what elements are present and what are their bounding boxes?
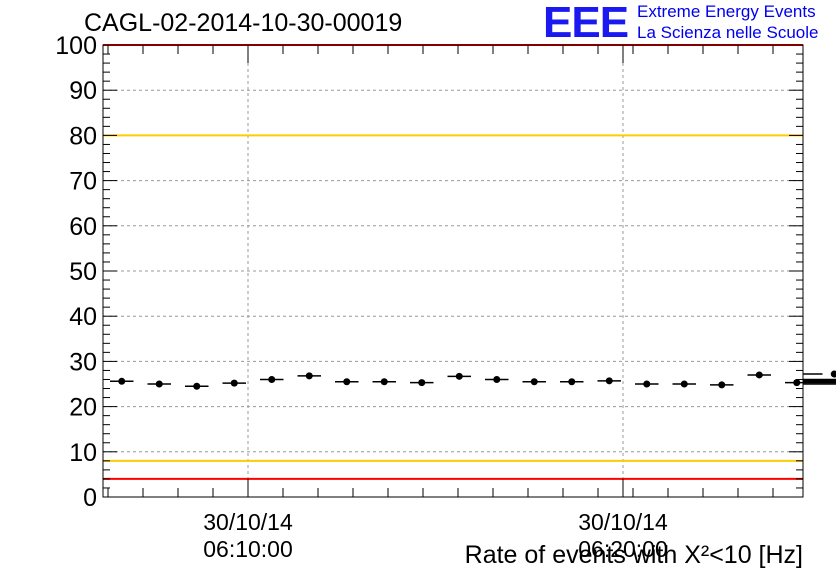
data-point	[830, 370, 836, 378]
data-point	[755, 371, 763, 379]
logo-line-1: Extreme Energy Events	[637, 2, 816, 21]
x-tick-label-time: 06:10:00	[203, 536, 293, 562]
y-tick-label: 30	[69, 348, 97, 376]
y-tick-label: 0	[83, 484, 97, 512]
y-tick-label: 90	[69, 77, 97, 105]
reference-lines	[103, 44, 803, 480]
y-tick-label: 10	[69, 439, 97, 467]
data-point	[568, 378, 576, 386]
data-point	[493, 375, 501, 383]
y-tick-label: 60	[69, 213, 97, 241]
y-tick-label: 50	[69, 258, 97, 286]
data-point	[193, 382, 201, 390]
data-point	[793, 379, 801, 387]
data-point	[605, 377, 613, 385]
data-point	[418, 379, 426, 387]
x-tick-label-date: 30/10/14	[203, 509, 293, 535]
axis-ticks	[103, 44, 803, 498]
grid-lines	[103, 45, 803, 497]
eee-logo: EEE	[543, 0, 629, 47]
x-tick-label-time: 06:20:00	[578, 536, 668, 562]
chart-title: CAGL-02-2014-10-30-00019	[84, 9, 403, 37]
x-axis-label: Rate of events with X²<10 [Hz]	[465, 541, 803, 569]
data-point	[230, 379, 238, 387]
data-series	[110, 370, 836, 390]
data-point	[718, 381, 726, 389]
data-point	[643, 380, 651, 388]
logo-line-2: La Scienza nelle Scuole	[637, 23, 819, 42]
y-tick-label: 70	[69, 168, 97, 196]
data-point	[305, 372, 313, 380]
data-point	[343, 378, 351, 386]
data-point	[268, 375, 276, 383]
data-point	[380, 378, 388, 386]
data-point	[680, 380, 688, 388]
y-tick-labels: 0 10 20 30 40 50 60 70 80 90 100	[55, 32, 97, 512]
data-point	[530, 378, 538, 386]
y-tick-label: 100	[55, 32, 97, 60]
x-tick-label-date: 30/10/14	[578, 509, 668, 535]
data-point	[455, 372, 463, 380]
data-point	[118, 377, 126, 385]
y-tick-label: 40	[69, 303, 97, 331]
y-tick-label: 20	[69, 394, 97, 422]
data-point	[155, 380, 163, 388]
y-tick-label: 80	[69, 122, 97, 150]
